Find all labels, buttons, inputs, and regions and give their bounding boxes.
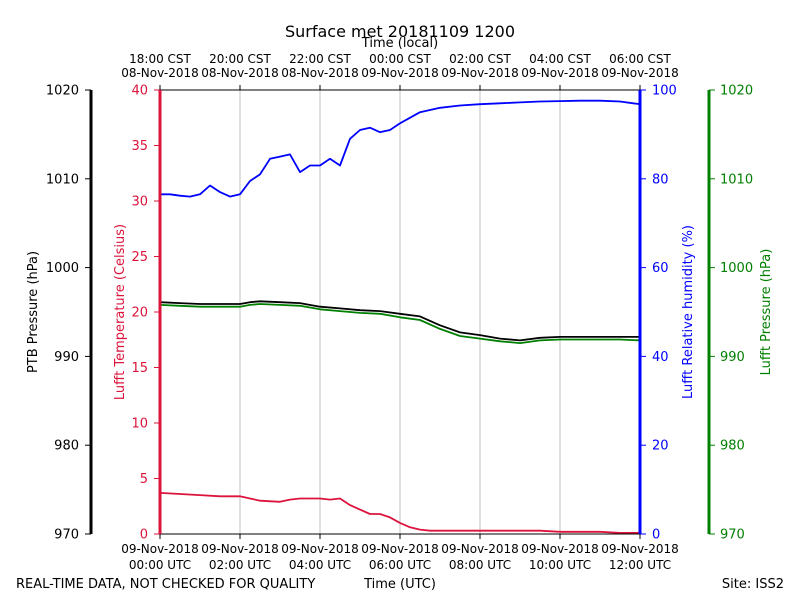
lufft-pressure-axis-tick-label: 970 bbox=[720, 528, 745, 543]
lufft-pressure-axis-tick-label: 980 bbox=[720, 439, 745, 454]
series-line-lufft-relative-humidity bbox=[159, 99, 641, 198]
x-tick-label-date: 09-Nov-2018 bbox=[361, 542, 439, 556]
top-tick-label-date: 08-Nov-2018 bbox=[121, 66, 199, 80]
top-tick-label-time: 22:00 CST bbox=[289, 52, 351, 66]
top-tick-label-date: 08-Nov-2018 bbox=[201, 66, 279, 80]
humidity-axis-tick-label: 100 bbox=[652, 84, 677, 99]
x-tick-label-time: 02:00 UTC bbox=[209, 558, 271, 572]
quality-notice: REAL-TIME DATA, NOT CHECKED FOR QUALITY bbox=[16, 577, 315, 592]
humidity-axis-tick-label: 40 bbox=[652, 350, 669, 365]
top-tick-label-date: 09-Nov-2018 bbox=[521, 66, 599, 80]
top-tick-label-time: 18:00 CST bbox=[129, 52, 191, 66]
x-tick-label-date: 09-Nov-2018 bbox=[201, 542, 279, 556]
grid bbox=[239, 90, 561, 534]
temperature-axis-label: Lufft Temperature (Celsius) bbox=[113, 224, 128, 400]
humidity-axis-tick-label: 60 bbox=[652, 261, 669, 276]
x-tick-label-time: 06:00 UTC bbox=[369, 558, 431, 572]
temperature-axis-tick-label: 0 bbox=[140, 528, 148, 543]
x-tick-label-time: 00:00 UTC bbox=[129, 558, 191, 572]
top-tick-label-time: 20:00 CST bbox=[209, 52, 271, 66]
x-tick-label-date: 09-Nov-2018 bbox=[121, 542, 199, 556]
x-tick-label-date: 09-Nov-2018 bbox=[281, 542, 359, 556]
ptb-pressure-axis-tick-label: 1000 bbox=[46, 261, 79, 276]
humidity-axis-tick-label: 20 bbox=[652, 439, 669, 454]
x-tick-label-time: 04:00 UTC bbox=[289, 558, 351, 572]
site-label: Site: ISS2 bbox=[722, 577, 784, 592]
top-tick-label-time: 04:00 CST bbox=[529, 52, 591, 66]
x-tick-label-time: 08:00 UTC bbox=[449, 558, 511, 572]
lufft-pressure-axis-tick-label: 1020 bbox=[720, 84, 753, 99]
humidity-axis-tick-label: 80 bbox=[652, 172, 669, 187]
top-tick-label-time: 00:00 CST bbox=[369, 52, 431, 66]
lufft-pressure-axis-tick-label: 990 bbox=[720, 350, 745, 365]
x-tick-label-date: 09-Nov-2018 bbox=[441, 542, 519, 556]
top-tick-label-date: 09-Nov-2018 bbox=[441, 66, 519, 80]
ptb-pressure-axis-tick-label: 980 bbox=[54, 439, 79, 454]
top-tick-label-date: 09-Nov-2018 bbox=[601, 66, 679, 80]
temperature-axis-tick-label: 10 bbox=[131, 417, 148, 432]
top-tick-label-date: 08-Nov-2018 bbox=[281, 66, 359, 80]
temperature-axis-tick-label: 30 bbox=[131, 195, 148, 210]
x-axis-label: Time (UTC) bbox=[363, 577, 436, 592]
lufft-pressure-axis-label: Lufft Pressure (hPa) bbox=[759, 249, 774, 376]
temperature-axis-tick-label: 40 bbox=[131, 84, 148, 99]
temperature-axis-tick-label: 25 bbox=[131, 250, 148, 265]
temperature-axis-tick-label: 5 bbox=[140, 472, 148, 487]
chart-title: Surface met 20181109 1200 bbox=[285, 22, 515, 41]
ptb-pressure-axis-label: PTB Pressure (hPa) bbox=[26, 251, 41, 373]
series-line-lufft-pressure bbox=[159, 303, 641, 345]
x-ticks: 09-Nov-2018 00:00 UTC 09-Nov-2018 02:00 UTC… bbox=[121, 52, 679, 572]
x-tick-label-date: 09-Nov-2018 bbox=[521, 542, 599, 556]
series-line-ptb-pressure bbox=[159, 300, 641, 342]
humidity-axis-label: Lufft Relative humidity (%) bbox=[681, 225, 696, 399]
series-line-lufft-temperature bbox=[159, 491, 641, 534]
ptb-pressure-axis-tick-label: 1010 bbox=[46, 172, 79, 187]
series-group bbox=[159, 99, 641, 534]
top-tick-label-time: 06:00 CST bbox=[609, 52, 671, 66]
humidity-axis-tick-label: 0 bbox=[652, 528, 660, 543]
top-tick-label-time: 02:00 CST bbox=[449, 52, 511, 66]
ptb-pressure-axis-tick-label: 990 bbox=[54, 350, 79, 365]
ptb-pressure-axis-tick-label: 1020 bbox=[46, 84, 79, 99]
lufft-pressure-axis-tick-label: 1010 bbox=[720, 172, 753, 187]
x-tick-label-time: 10:00 UTC bbox=[529, 558, 591, 572]
top-axis-label: Time (local) bbox=[361, 36, 438, 51]
lufft-pressure-axis-tick-label: 1000 bbox=[720, 261, 753, 276]
temperature-axis-tick-label: 15 bbox=[131, 361, 148, 376]
temperature-axis-tick-label: 20 bbox=[131, 306, 148, 321]
ptb-pressure-axis-tick-label: 970 bbox=[54, 528, 79, 543]
x-tick-label-time: 12:00 UTC bbox=[609, 558, 671, 572]
x-tick-label-date: 09-Nov-2018 bbox=[601, 542, 679, 556]
top-tick-label-date: 09-Nov-2018 bbox=[361, 66, 439, 80]
temperature-axis-tick-label: 35 bbox=[131, 139, 148, 154]
